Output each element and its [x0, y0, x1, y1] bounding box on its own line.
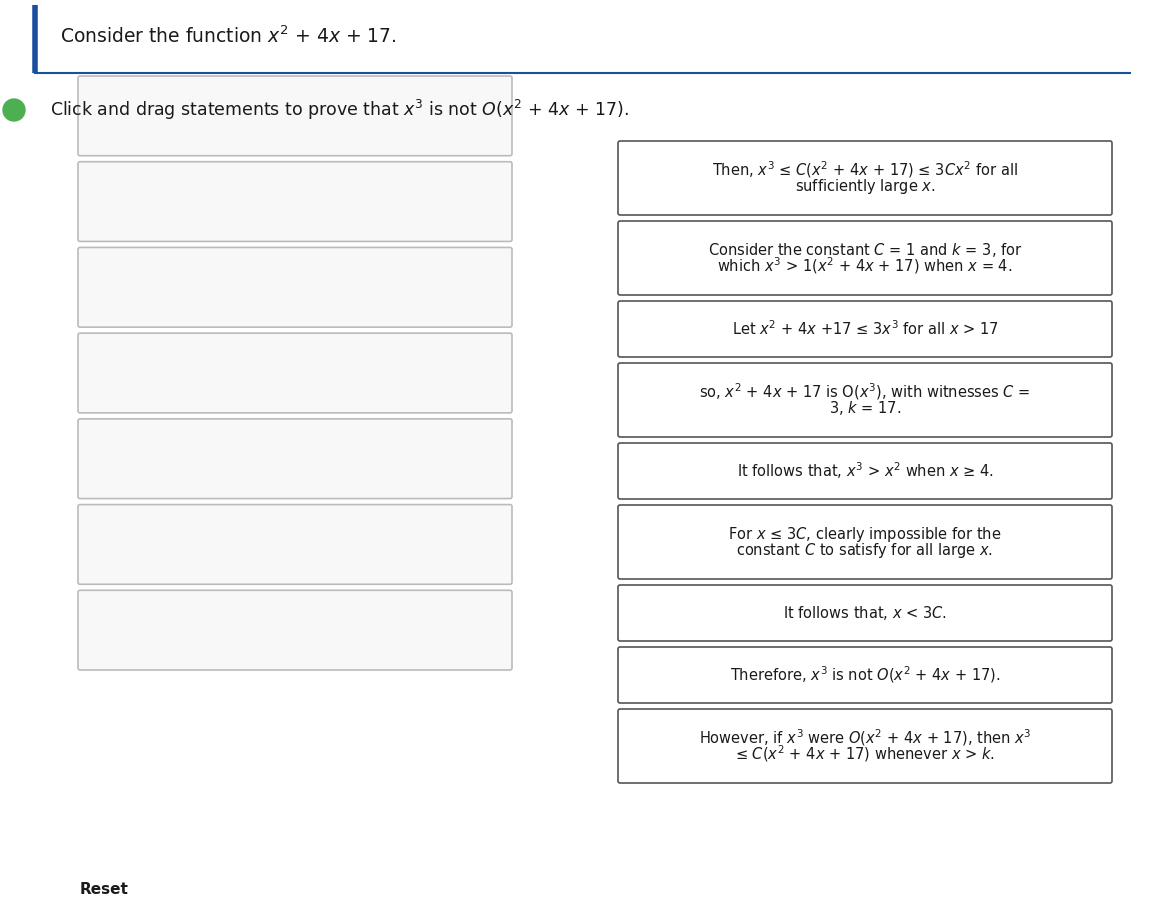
Text: Therefore, $x^3$ is not $O$($x^2$ + 4$x$ + 17).: Therefore, $x^3$ is not $O$($x^2$ + 4$x$…	[730, 665, 1000, 686]
Text: sufficiently large $x$.: sufficiently large $x$.	[795, 176, 935, 196]
Text: However, if $x^3$ were $O$($x^2$ + 4$x$ + 17), then $x^3$: However, if $x^3$ were $O$($x^2$ + 4$x$ …	[698, 728, 1031, 748]
FancyBboxPatch shape	[618, 221, 1112, 295]
FancyBboxPatch shape	[618, 443, 1112, 499]
FancyBboxPatch shape	[78, 76, 512, 156]
FancyBboxPatch shape	[618, 363, 1112, 437]
Text: It follows that, $x$ < 3$C$.: It follows that, $x$ < 3$C$.	[783, 604, 947, 622]
Text: Click and drag statements to prove that $x^3$ is not $O$($x^2$ + 4$x$ + 17).: Click and drag statements to prove that …	[50, 98, 629, 122]
Text: Let $x^2$ + 4$x$ +17 ≤ 3$x^3$ for all $x$ > 17: Let $x^2$ + 4$x$ +17 ≤ 3$x^3$ for all $x…	[731, 319, 999, 339]
Text: 3, $k$ = 17.: 3, $k$ = 17.	[829, 399, 901, 417]
FancyBboxPatch shape	[78, 590, 512, 670]
Text: constant $C$ to satisfy for all large $x$.: constant $C$ to satisfy for all large $x…	[737, 541, 994, 559]
Text: For $x$ ≤ 3$C$, clearly impossible for the: For $x$ ≤ 3$C$, clearly impossible for t…	[729, 524, 1002, 543]
Text: ≤ $C$($x^2$ + 4$x$ + 17) whenever $x$ > $k$.: ≤ $C$($x^2$ + 4$x$ + 17) whenever $x$ > …	[736, 744, 995, 765]
FancyBboxPatch shape	[618, 301, 1112, 357]
FancyBboxPatch shape	[78, 333, 512, 413]
Text: Reset: Reset	[80, 882, 129, 898]
Text: Then, $x^3$ ≤ $C$($x^2$ + 4$x$ + 17) ≤ 3$Cx^2$ for all: Then, $x^3$ ≤ $C$($x^2$ + 4$x$ + 17) ≤ 3…	[712, 160, 1018, 180]
FancyBboxPatch shape	[78, 419, 512, 498]
FancyBboxPatch shape	[618, 647, 1112, 703]
FancyBboxPatch shape	[78, 248, 512, 327]
Text: which $x^3$ > 1($x^2$ + 4$x$ + 17) when $x$ = 4.: which $x^3$ > 1($x^2$ + 4$x$ + 17) when …	[717, 255, 1013, 276]
FancyBboxPatch shape	[78, 162, 512, 241]
Text: It follows that, $x^3$ > $x^2$ when $x$ ≥ 4.: It follows that, $x^3$ > $x^2$ when $x$ …	[737, 461, 993, 481]
Text: Consider the constant $C$ = 1 and $k$ = 3, for: Consider the constant $C$ = 1 and $k$ = …	[708, 241, 1022, 259]
FancyBboxPatch shape	[618, 505, 1112, 579]
Text: so, $x^2$ + 4$x$ + 17 is O($x^3$), with witnesses $C$ =: so, $x^2$ + 4$x$ + 17 is O($x^3$), with …	[700, 382, 1030, 402]
FancyBboxPatch shape	[618, 585, 1112, 641]
Text: Consider the function $x^2$ + 4$x$ + 17.: Consider the function $x^2$ + 4$x$ + 17.	[61, 26, 397, 47]
FancyBboxPatch shape	[618, 709, 1112, 783]
Circle shape	[3, 99, 24, 121]
FancyBboxPatch shape	[618, 141, 1112, 215]
FancyBboxPatch shape	[78, 505, 512, 584]
